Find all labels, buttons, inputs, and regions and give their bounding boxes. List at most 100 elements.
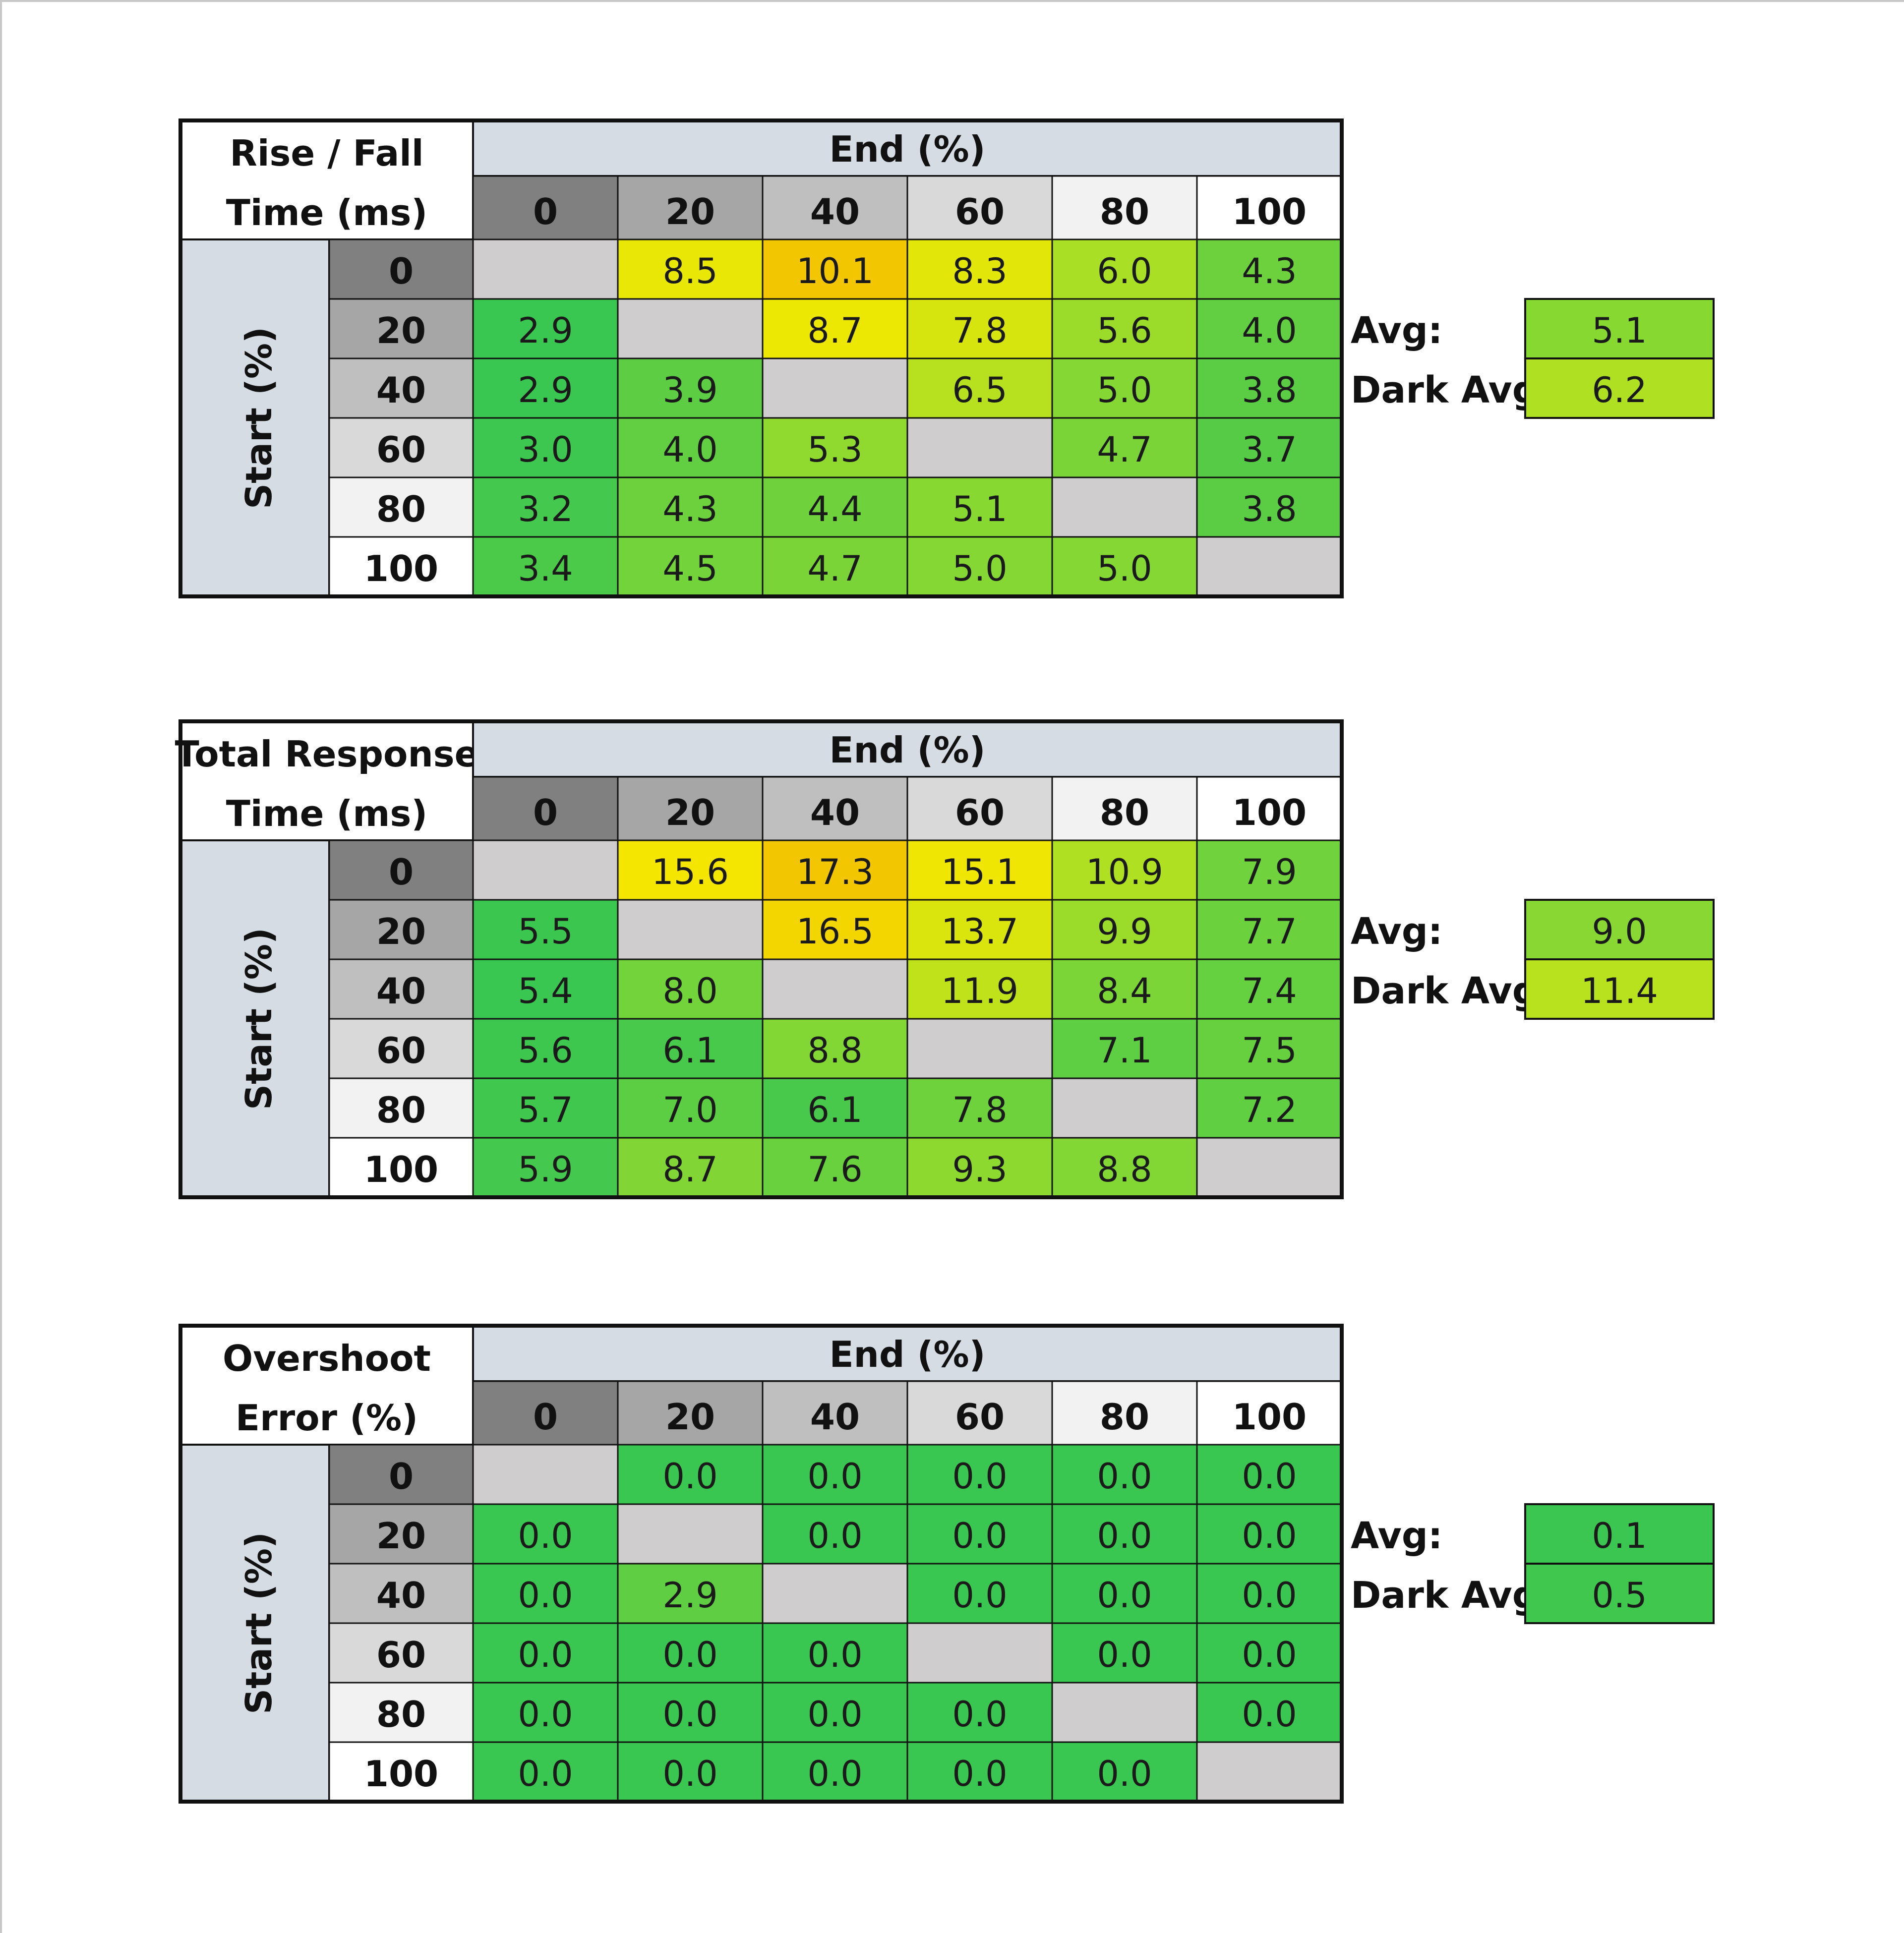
dark-avg-label: Dark Avg: (1351, 970, 1553, 1012)
row-tick-label: 60 (376, 429, 426, 470)
column-header-cell (1196, 1380, 1343, 1446)
diagonal-cell (472, 839, 619, 901)
row-tick-label: 100 (364, 548, 438, 589)
row-header-cell (328, 899, 474, 960)
heatmap-cell (1196, 476, 1343, 538)
cell-value-label: 0.0 (807, 1754, 862, 1794)
heatmap-cell (762, 238, 908, 300)
cell-value-label: 8.4 (1097, 971, 1152, 1011)
cell-value-label: 0.0 (1242, 1694, 1297, 1735)
cell-value-label: 0.0 (952, 1516, 1007, 1556)
cell-value-label: 6.1 (807, 1090, 862, 1130)
column-tick-label: 20 (665, 1396, 715, 1438)
diagonal-cell (1196, 1741, 1343, 1803)
diagonal-cell (1051, 476, 1198, 538)
heatmap-cell (906, 357, 1053, 419)
row-header-cell (328, 1741, 474, 1803)
row-tick-label: 0 (389, 250, 414, 292)
cell-value-label: 0.0 (952, 1575, 1007, 1616)
cell-value-label: 5.0 (1097, 548, 1152, 589)
row-header-cell (328, 1682, 474, 1743)
column-tick-label: 60 (955, 191, 1005, 233)
cell-value-label: 2.9 (518, 310, 573, 351)
diagonal-cell (1196, 1137, 1343, 1198)
avg-value: 9.0 (1592, 911, 1647, 952)
title-cell (179, 720, 474, 841)
cell-value-label: 16.5 (796, 911, 874, 952)
diagonal-cell (1051, 1077, 1198, 1139)
cell-value-label: 13.7 (941, 911, 1018, 952)
heatmap-cell (762, 298, 908, 359)
cell-value-label: 8.7 (662, 1149, 717, 1190)
heatmap-cell (472, 298, 619, 359)
start-axis-band (179, 839, 330, 1198)
diagonal-cell (762, 1563, 908, 1624)
table-title-line: Time (ms) (226, 192, 427, 234)
cell-value-label: 0.0 (952, 1754, 1007, 1794)
diagonal-cell (906, 1018, 1053, 1079)
cell-value-label: 2.9 (662, 1575, 717, 1616)
row-header-cell (328, 536, 474, 597)
diagonal-cell (472, 1444, 619, 1505)
cell-value-label: 0.0 (662, 1635, 717, 1675)
diagonal-cell (762, 357, 908, 419)
row-header-cell (328, 1018, 474, 1079)
cell-value-label: 9.9 (1097, 911, 1152, 952)
row-header-cell (328, 839, 474, 901)
cell-value-label: 0.0 (662, 1694, 717, 1735)
table-title-line: Total Response (175, 733, 479, 775)
cell-value-label: 5.0 (952, 548, 1007, 589)
cell-value-label: 3.9 (662, 370, 717, 410)
column-header-cell (1196, 175, 1343, 240)
cell-value-label: 8.8 (1097, 1149, 1152, 1190)
row-tick-label: 20 (376, 911, 426, 952)
cell-value-label: 7.8 (952, 1090, 1007, 1130)
cell-value-label: 8.8 (807, 1030, 862, 1071)
row-tick-label: 40 (376, 970, 426, 1012)
avg-label: Avg: (1351, 910, 1442, 953)
heatmap-cell (1196, 357, 1343, 419)
heatmap-cell (1051, 839, 1198, 901)
heatmap-table-2: Total Response Time (ms) End (%) 0 20 40 60 80 1… (175, 719, 1715, 1199)
heatmap-cell (617, 536, 764, 597)
cell-value-label: 3.7 (1242, 429, 1297, 470)
x-axis-label: End (%) (830, 729, 986, 771)
cell-value-label: 4.0 (1242, 310, 1297, 351)
end-axis-band (472, 1325, 1343, 1382)
diagonal-cell (1196, 536, 1343, 597)
cell-value-label: 5.5 (518, 911, 573, 952)
row-tick-label: 0 (389, 1456, 414, 1497)
column-tick-label: 100 (1232, 1396, 1307, 1438)
heatmap-cell (906, 1563, 1053, 1624)
cell-value-label: 7.6 (807, 1149, 862, 1190)
dark-avg-value: 0.5 (1592, 1575, 1647, 1616)
column-header-cell (1051, 1380, 1198, 1446)
cell-value-label: 4.7 (807, 548, 862, 589)
cell-value-label: 0.0 (518, 1516, 573, 1556)
heatmap-cell (472, 1137, 619, 1198)
cell-value-label: 4.7 (1097, 429, 1152, 470)
cell-value-label: 7.7 (1242, 911, 1297, 952)
table-outline (178, 719, 1344, 1199)
diagonal-cell (1051, 1682, 1198, 1743)
cell-value-label: 0.0 (662, 1456, 717, 1497)
cell-value-label: 0.0 (518, 1694, 573, 1735)
cell-value-label: 15.6 (652, 852, 729, 892)
cell-value-label: 0.0 (1242, 1575, 1297, 1616)
heatmap-cell (472, 899, 619, 960)
table-outline (178, 118, 1344, 598)
cell-value-label: 7.4 (1242, 971, 1297, 1011)
cell-value-label: 8.0 (662, 971, 717, 1011)
cell-value-label: 0.0 (518, 1754, 573, 1794)
cell-value-label: 7.2 (1242, 1090, 1297, 1130)
heatmap-cell (1051, 1741, 1198, 1803)
cell-value-label: 0.0 (1097, 1575, 1152, 1616)
heatmap-cell (1051, 899, 1198, 960)
cell-value-label: 4.0 (662, 429, 717, 470)
cell-value-label: 0.0 (662, 1754, 717, 1794)
heatmap-cell (762, 899, 908, 960)
column-tick-label: 60 (955, 1396, 1005, 1438)
row-header-cell (328, 417, 474, 478)
column-tick-label: 40 (810, 191, 860, 233)
column-tick-label: 60 (955, 792, 1005, 833)
